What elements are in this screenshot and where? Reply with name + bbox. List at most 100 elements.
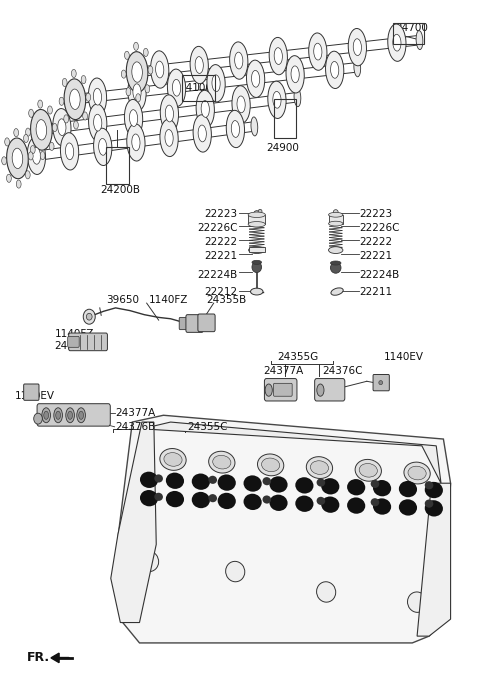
Ellipse shape [317, 479, 325, 487]
Ellipse shape [263, 496, 271, 504]
Ellipse shape [355, 460, 382, 481]
Ellipse shape [30, 146, 35, 154]
Ellipse shape [207, 65, 225, 102]
Ellipse shape [246, 60, 265, 97]
Ellipse shape [321, 478, 339, 494]
Ellipse shape [73, 121, 78, 129]
Text: 24200B: 24200B [100, 185, 140, 195]
Ellipse shape [79, 411, 84, 419]
Ellipse shape [124, 99, 143, 137]
FancyBboxPatch shape [198, 314, 215, 332]
Ellipse shape [72, 90, 78, 109]
Text: 1140FZ: 1140FZ [148, 295, 188, 304]
Ellipse shape [321, 496, 339, 513]
Ellipse shape [309, 33, 327, 70]
Ellipse shape [237, 96, 245, 113]
Ellipse shape [38, 121, 45, 140]
Ellipse shape [399, 481, 417, 497]
Ellipse shape [160, 119, 178, 157]
Ellipse shape [66, 408, 74, 423]
Ellipse shape [217, 493, 236, 509]
Ellipse shape [295, 496, 313, 512]
Ellipse shape [331, 61, 339, 78]
Ellipse shape [314, 43, 322, 60]
Ellipse shape [128, 74, 146, 111]
Ellipse shape [72, 69, 76, 78]
Ellipse shape [249, 247, 265, 253]
Ellipse shape [44, 411, 48, 419]
Ellipse shape [28, 152, 33, 160]
Ellipse shape [7, 174, 12, 183]
Ellipse shape [192, 492, 210, 508]
Ellipse shape [425, 500, 433, 508]
Ellipse shape [229, 42, 248, 79]
Ellipse shape [217, 475, 236, 491]
Ellipse shape [257, 454, 284, 476]
Ellipse shape [226, 110, 244, 148]
Ellipse shape [347, 479, 365, 495]
Ellipse shape [12, 148, 23, 168]
Ellipse shape [373, 498, 391, 515]
Ellipse shape [36, 120, 47, 140]
FancyBboxPatch shape [373, 375, 389, 391]
Ellipse shape [134, 63, 141, 82]
Ellipse shape [164, 453, 182, 466]
Ellipse shape [232, 86, 250, 123]
Ellipse shape [31, 110, 52, 151]
Ellipse shape [34, 413, 42, 424]
Ellipse shape [371, 480, 379, 488]
Ellipse shape [60, 133, 79, 170]
Polygon shape [417, 484, 451, 636]
Ellipse shape [333, 210, 338, 215]
Ellipse shape [168, 69, 186, 106]
Ellipse shape [14, 149, 21, 168]
Ellipse shape [126, 52, 148, 93]
Text: 22224B: 22224B [360, 270, 400, 280]
Text: FR.: FR. [27, 652, 50, 665]
Text: 22222: 22222 [360, 237, 393, 247]
Ellipse shape [155, 493, 163, 501]
Ellipse shape [265, 384, 272, 396]
Ellipse shape [252, 70, 260, 87]
Polygon shape [118, 415, 451, 643]
Ellipse shape [160, 95, 179, 132]
Ellipse shape [77, 408, 85, 423]
Ellipse shape [359, 464, 377, 477]
Ellipse shape [252, 260, 262, 264]
Ellipse shape [306, 457, 333, 479]
Ellipse shape [144, 48, 148, 57]
Ellipse shape [198, 125, 206, 142]
Ellipse shape [54, 408, 62, 423]
Ellipse shape [295, 477, 313, 494]
Ellipse shape [27, 137, 46, 174]
Ellipse shape [317, 384, 324, 396]
Ellipse shape [388, 24, 406, 61]
Text: 22226C: 22226C [360, 223, 400, 234]
Text: 22211: 22211 [360, 287, 393, 297]
Ellipse shape [404, 462, 430, 484]
Text: 1140EV: 1140EV [15, 391, 55, 401]
Ellipse shape [208, 494, 217, 503]
Ellipse shape [196, 91, 215, 127]
Ellipse shape [262, 458, 280, 472]
Ellipse shape [40, 151, 45, 159]
Ellipse shape [83, 309, 95, 324]
Ellipse shape [251, 288, 263, 295]
Ellipse shape [317, 497, 325, 505]
Ellipse shape [38, 100, 43, 108]
Ellipse shape [130, 110, 138, 127]
Ellipse shape [165, 105, 173, 122]
Ellipse shape [425, 501, 443, 516]
Text: 22223: 22223 [360, 209, 393, 219]
Ellipse shape [132, 134, 140, 151]
Ellipse shape [286, 56, 304, 93]
Ellipse shape [2, 157, 7, 165]
Ellipse shape [166, 491, 184, 507]
FancyBboxPatch shape [315, 379, 345, 401]
Text: 24355A: 24355A [54, 341, 94, 351]
Text: 24376B: 24376B [116, 422, 156, 432]
Ellipse shape [156, 61, 164, 78]
Text: 22222: 22222 [204, 237, 238, 247]
Text: 1140EV: 1140EV [384, 353, 423, 362]
Ellipse shape [328, 247, 343, 253]
